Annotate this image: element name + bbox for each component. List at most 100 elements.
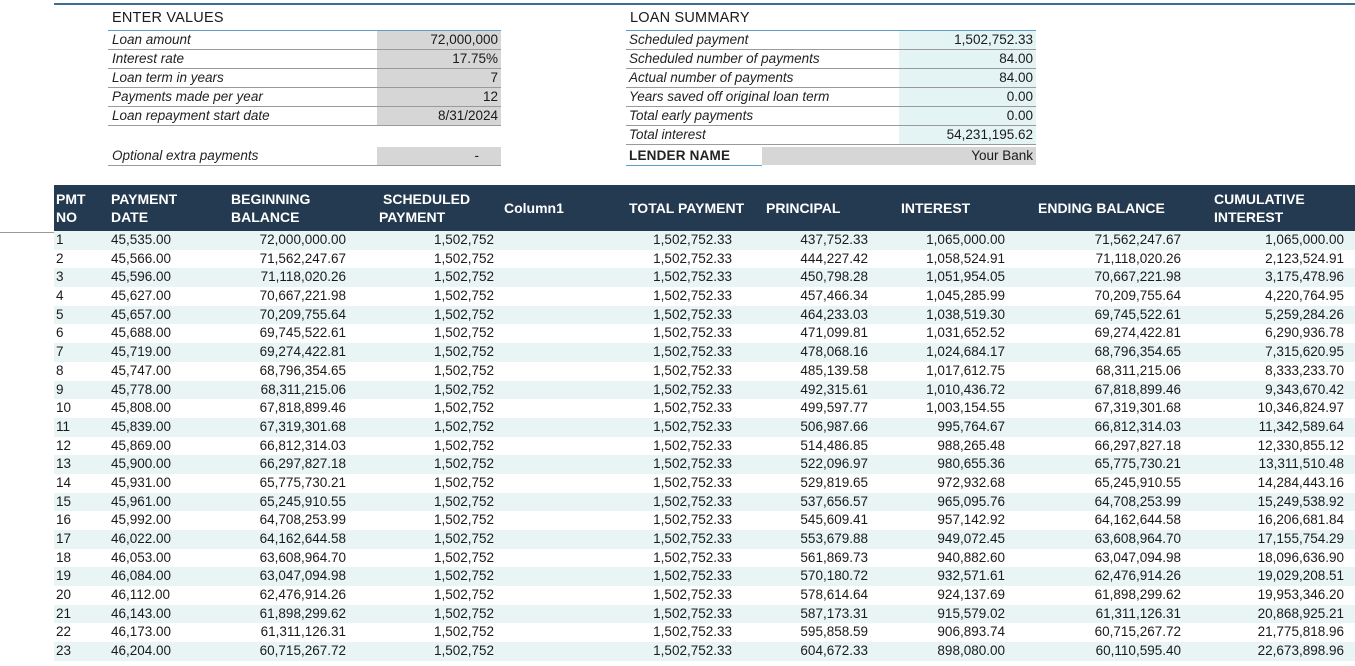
payment-date-cell[interactable]: 46,053.00 [111, 549, 172, 565]
total-payment-cell[interactable]: 1,502,752.33 [653, 362, 732, 378]
scheduled-payment-cell[interactable]: 1,502,752 [433, 288, 494, 304]
total-payment-cell[interactable]: 1,502,752.33 [653, 437, 732, 453]
scheduled-payment-cell[interactable]: 1,502,752 [433, 381, 494, 397]
scheduled-payment-cell[interactable]: 1,502,752 [433, 643, 494, 659]
pmt-no-cell[interactable]: 12 [56, 437, 72, 453]
beginning-balance-cell[interactable]: 61,898,299.62 [259, 605, 346, 621]
payment-date-cell[interactable]: 45,627.00 [111, 288, 172, 304]
cumulative-interest-cell[interactable]: 3,175,478.96 [1265, 269, 1344, 285]
total-payment-cell[interactable]: 1,502,752.33 [653, 456, 732, 472]
beginning-balance-cell[interactable]: 70,209,755.64 [259, 306, 346, 322]
beginning-balance-cell[interactable]: 65,245,910.55 [259, 493, 346, 509]
principal-cell[interactable]: 478,068.16 [800, 344, 868, 360]
scheduled-payment-cell[interactable]: 1,502,752 [433, 437, 494, 453]
ending-balance-cell[interactable]: 61,311,126.31 [1095, 605, 1181, 621]
payment-date-cell[interactable]: 46,173.00 [111, 624, 172, 640]
pmt-no-cell[interactable]: 8 [56, 362, 64, 378]
total-payment-cell[interactable]: 1,502,752.33 [653, 568, 732, 584]
principal-cell[interactable]: 578,614.64 [800, 587, 868, 603]
principal-cell[interactable]: 522,096.97 [800, 456, 868, 472]
payment-date-cell[interactable]: 46,204.00 [111, 643, 172, 659]
beginning-balance-cell[interactable]: 62,476,914.26 [259, 587, 346, 603]
header-cumulative-interest[interactable]: CUMULATIVE INTEREST [1214, 191, 1305, 225]
header-scheduled-payment[interactable]: SCHEDULED PAYMENT [379, 191, 471, 225]
beginning-balance-cell[interactable]: 65,775,730.21 [259, 474, 346, 490]
beginning-balance-cell[interactable]: 64,708,253.99 [259, 512, 346, 528]
interest-cell[interactable]: 1,065,000.00 [926, 232, 1005, 247]
payment-date-cell[interactable]: 45,961.00 [111, 493, 172, 509]
header-pmt-no[interactable]: PMT NO [56, 191, 86, 225]
scheduled-payment-cell[interactable]: 1,502,752 [433, 512, 494, 528]
ending-balance-cell[interactable]: 70,667,221.98 [1094, 269, 1181, 285]
principal-cell[interactable]: 464,233.03 [800, 306, 868, 322]
interest-cell[interactable]: 972,932.68 [937, 474, 1005, 490]
ending-balance-cell[interactable]: 66,812,314.03 [1094, 418, 1181, 434]
scheduled-payment-cell[interactable]: 1,502,752 [433, 474, 494, 490]
interest-cell[interactable]: 957,142.92 [937, 512, 1005, 528]
total-payment-cell[interactable]: 1,502,752.33 [653, 474, 732, 490]
interest-cell[interactable]: 898,080.00 [937, 643, 1005, 659]
pmt-no-cell[interactable]: 6 [56, 325, 64, 341]
cumulative-interest-cell[interactable]: 19,029,208.51 [1257, 568, 1344, 584]
ending-balance-cell[interactable]: 69,274,422.81 [1094, 325, 1181, 341]
principal-cell[interactable]: 595,858.59 [800, 624, 868, 640]
cumulative-interest-cell[interactable]: 12,330,855.12 [1257, 437, 1344, 453]
total-payment-cell[interactable]: 1,502,752.33 [653, 418, 732, 434]
scheduled-payment-cell[interactable]: 1,502,752 [433, 232, 494, 247]
total-payment-cell[interactable]: 1,502,752.33 [653, 269, 732, 285]
cumulative-interest-cell[interactable]: 5,259,284.26 [1265, 306, 1344, 322]
payment-date-cell[interactable]: 45,839.00 [111, 418, 172, 434]
total-payment-cell[interactable]: 1,502,752.33 [653, 250, 732, 266]
total-payment-cell[interactable]: 1,502,752.33 [653, 587, 732, 603]
principal-cell[interactable]: 553,679.88 [800, 531, 868, 546]
cumulative-interest-cell[interactable]: 6,290,936.78 [1265, 325, 1344, 341]
interest-cell[interactable]: 1,017,612.75 [926, 362, 1005, 378]
beginning-balance-cell[interactable]: 63,047,094.98 [259, 568, 346, 584]
enter-values-input[interactable]: 7 [377, 69, 501, 87]
payment-date-cell[interactable]: 45,596.00 [111, 269, 172, 285]
pmt-no-cell[interactable]: 4 [56, 288, 64, 304]
ending-balance-cell[interactable]: 68,311,215.06 [1095, 362, 1181, 378]
payment-date-cell[interactable]: 45,566.00 [111, 250, 172, 266]
ending-balance-cell[interactable]: 65,245,910.55 [1094, 474, 1181, 490]
principal-cell[interactable]: 457,466.34 [800, 288, 868, 304]
enter-values-input[interactable]: 17.75% [377, 50, 501, 68]
cumulative-interest-cell[interactable]: 18,096,636.90 [1257, 549, 1344, 565]
cumulative-interest-cell[interactable]: 7,315,620.95 [1265, 344, 1344, 360]
cumulative-interest-cell[interactable]: 21,775,818.96 [1257, 624, 1344, 640]
total-payment-cell[interactable]: 1,502,752.33 [653, 549, 732, 565]
principal-cell[interactable]: 545,609.41 [800, 512, 868, 528]
scheduled-payment-cell[interactable]: 1,502,752 [433, 400, 494, 416]
beginning-balance-cell[interactable]: 60,715,267.72 [259, 643, 346, 659]
ending-balance-cell[interactable]: 67,319,301.68 [1094, 400, 1181, 416]
interest-cell[interactable]: 1,010,436.72 [926, 381, 1005, 397]
pmt-no-cell[interactable]: 15 [56, 493, 72, 509]
interest-cell[interactable]: 1,051,954.05 [926, 269, 1005, 285]
beginning-balance-cell[interactable]: 69,274,422.81 [259, 344, 346, 360]
interest-cell[interactable]: 915,579.02 [937, 605, 1005, 621]
total-payment-cell[interactable]: 1,502,752.33 [653, 512, 732, 528]
cumulative-interest-cell[interactable]: 10,346,824.97 [1257, 400, 1344, 416]
total-payment-cell[interactable]: 1,502,752.33 [653, 624, 732, 640]
interest-cell[interactable]: 1,003,154.55 [926, 400, 1005, 416]
payment-date-cell[interactable]: 46,084.00 [111, 568, 172, 584]
cumulative-interest-cell[interactable]: 11,342,589.64 [1258, 418, 1344, 434]
total-payment-cell[interactable]: 1,502,752.33 [653, 531, 732, 546]
enter-values-input[interactable]: 8/31/2024 [377, 107, 501, 125]
ending-balance-cell[interactable]: 71,562,247.67 [1094, 232, 1181, 247]
scheduled-payment-cell[interactable]: 1,502,752 [433, 605, 494, 621]
payment-date-cell[interactable]: 45,657.00 [111, 306, 172, 322]
interest-cell[interactable]: 995,764.67 [937, 418, 1005, 434]
interest-cell[interactable]: 949,072.45 [937, 531, 1005, 546]
scheduled-payment-cell[interactable]: 1,502,752 [433, 587, 494, 603]
principal-cell[interactable]: 604,672.33 [800, 643, 868, 659]
optional-extra-payments-value[interactable]: - [377, 147, 501, 165]
principal-cell[interactable]: 506,987.66 [800, 418, 868, 434]
beginning-balance-cell[interactable]: 70,667,221.98 [259, 288, 346, 304]
lender-name-value[interactable]: Your Bank [762, 147, 1036, 165]
scheduled-payment-cell[interactable]: 1,502,752 [433, 493, 494, 509]
cumulative-interest-cell[interactable]: 19,953,346.20 [1257, 587, 1344, 603]
scheduled-payment-cell[interactable]: 1,502,752 [433, 306, 494, 322]
ending-balance-cell[interactable]: 70,209,755.64 [1094, 288, 1181, 304]
total-payment-cell[interactable]: 1,502,752.33 [653, 306, 732, 322]
